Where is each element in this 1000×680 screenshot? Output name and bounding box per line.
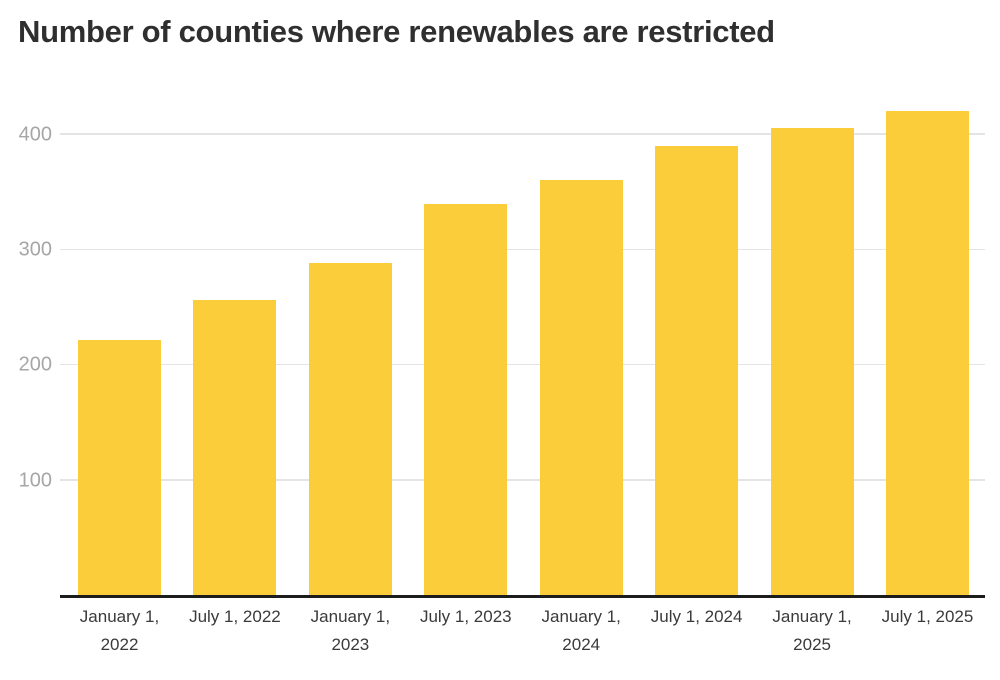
gridline-200 [60, 363, 985, 366]
gridline-400 [60, 133, 985, 135]
x-tick-label-july-1-2025: July 1, 2025 [881, 607, 974, 626]
y-tick-label-100: 100 [18, 469, 52, 492]
bar-july-1-2025 [886, 110, 969, 596]
bar-january-1-2025 [770, 128, 854, 596]
x-tick-label-january-1-2025: January 1, 2025 [772, 607, 852, 655]
bar-july-1-2024 [655, 146, 739, 596]
x-tick-label-january-1-2023: January 1, 2023 [310, 607, 391, 655]
bar-january-1-2024 [539, 179, 623, 596]
y-tick-label-400: 400 [18, 123, 52, 146]
bar-january-1-2023 [308, 262, 392, 596]
bar-january-1-2022 [78, 340, 161, 596]
x-axis-labels: January 1, 2022 July 1, 2022 January 1, 20… [60, 603, 985, 673]
gridline-100 [60, 479, 985, 481]
bar-july-1-2023 [424, 204, 508, 596]
x-tick-label-july-1-2024: July 1, 2024 [650, 607, 743, 626]
x-tick-label-july-1-2022: July 1, 2022 [189, 607, 281, 626]
gridline-300 [60, 248, 985, 251]
y-tick-label-300: 300 [18, 238, 52, 261]
plot-area: 100 200 300 400 [19, 75, 985, 598]
y-tick-label-200: 200 [18, 353, 52, 376]
x-tick-label-january-1-2024: January 1, 2024 [541, 607, 621, 655]
x-tick-label-january-1-2022: January 1, 2022 [79, 607, 160, 655]
x-axis-line [60, 595, 985, 598]
bar-july-1-2022 [193, 299, 277, 596]
x-tick-label-july-1-2023: July 1, 2023 [419, 607, 512, 626]
chart-title: Number of counties where renewables are … [18, 14, 775, 49]
